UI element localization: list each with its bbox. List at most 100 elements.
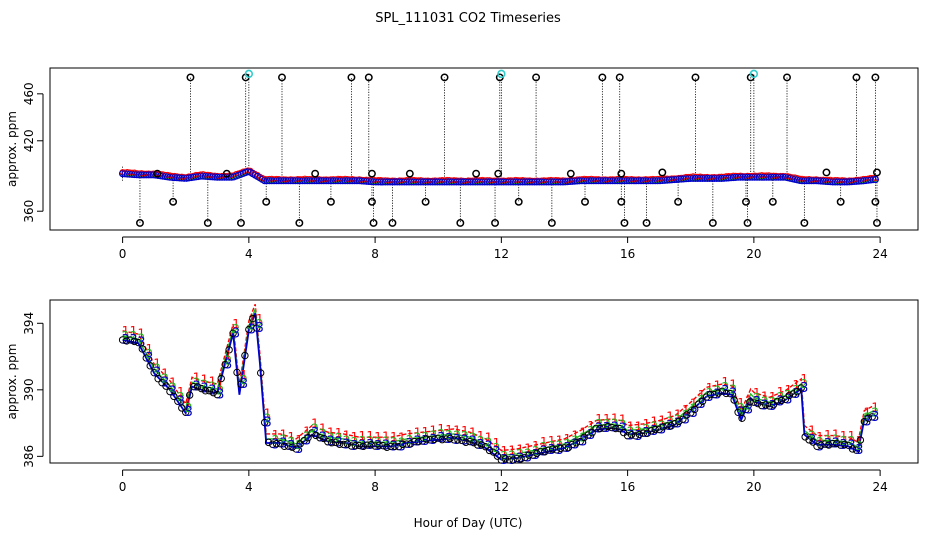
- top-series3-point: [384, 178, 392, 186]
- top-outlier-point: [620, 219, 629, 227]
- bottom-series2-marker: 2: [524, 446, 532, 460]
- bottom-series1-marker: 1: [264, 406, 272, 420]
- top-outlier-point: [367, 197, 376, 206]
- bottom-y-axis-label: approx. ppm: [5, 344, 19, 420]
- bottom-point-marker: [351, 442, 360, 450]
- bottom-series3-marker: 3: [216, 388, 224, 403]
- top-flagged-point: [497, 69, 506, 79]
- bottom-point-marker: [387, 442, 395, 451]
- bottom-series1-marker: 1: [777, 385, 785, 399]
- bottom-point-marker: [233, 368, 241, 377]
- bottom-series2-marker: 2: [216, 383, 224, 397]
- bottom-point-marker: [304, 434, 312, 442]
- bottom-series2-marker: 2: [295, 438, 303, 452]
- top-outlier-point: [547, 219, 556, 227]
- bottom-point-marker: [130, 337, 139, 346]
- bottom-point-marker: [308, 429, 316, 437]
- bottom-series3-marker: 3: [840, 438, 848, 453]
- bottom-series3-marker: 3: [145, 351, 153, 366]
- bottom-point-marker: [430, 435, 438, 444]
- bottom-point-marker: [726, 389, 734, 398]
- bottom-series1-marker: 1: [469, 425, 477, 439]
- bottom-series1-marker: 1: [216, 378, 224, 392]
- bottom-series1-marker: 1: [658, 413, 666, 427]
- bottom-series1-marker: 1: [153, 357, 161, 371]
- bottom-series3-marker: 3: [571, 437, 579, 452]
- bottom-series1-marker: 1: [611, 411, 619, 425]
- bottom-point-marker: [268, 440, 277, 448]
- bottom-series3-marker: 3: [871, 410, 879, 425]
- bottom-point-marker: [363, 441, 371, 449]
- bottom-series3-marker: 3: [824, 437, 832, 452]
- bottom-series2-marker: 2: [508, 449, 516, 463]
- bottom-point-marker: [399, 440, 407, 449]
- top-outlier-point: [708, 219, 717, 227]
- bottom-point-marker: [600, 424, 608, 432]
- bottom-series3-marker: 3: [406, 437, 414, 452]
- bottom-series3-marker: 3: [153, 366, 161, 381]
- bottom-series2-marker: 2: [264, 411, 272, 425]
- top-series3-point: [779, 173, 787, 181]
- bottom-series1-marker: 1: [714, 378, 722, 392]
- bottom-point-marker: [182, 408, 190, 416]
- bottom-point-marker: [170, 392, 178, 401]
- bottom-series3-marker: 3: [540, 444, 548, 459]
- bottom-point-marker: [663, 422, 671, 430]
- bottom-point-marker: [833, 439, 841, 448]
- bottom-point-marker: [193, 383, 202, 391]
- bottom-series2-marker: 2: [248, 318, 256, 332]
- bottom-series1-marker: 1: [501, 444, 509, 458]
- bottom-series1-marker: 1: [556, 434, 564, 448]
- bottom-point-marker: [683, 411, 691, 419]
- top-series3-point: [315, 177, 323, 185]
- top-outlier-point: [852, 73, 861, 82]
- bottom-series2-marker: 2: [311, 422, 319, 436]
- bottom-series1-marker: 1: [122, 324, 130, 338]
- bottom-point-marker: [836, 441, 845, 449]
- top-series3-point: [459, 178, 468, 186]
- top-outlier-point: [743, 219, 752, 227]
- top-outlier-point: [369, 219, 378, 227]
- bottom-series3-marker: 3: [256, 321, 264, 336]
- bottom-x-tick-label: 16: [620, 480, 635, 494]
- bottom-plot-frame: [49, 299, 919, 464]
- bottom-series1-line: [122, 303, 875, 452]
- top-outlier-point: [472, 169, 481, 178]
- bottom-point-marker: [205, 387, 214, 395]
- bottom-series1-marker: 1: [374, 430, 382, 444]
- bottom-point-marker: [276, 439, 285, 448]
- bottom-series3-marker: 3: [516, 451, 524, 466]
- top-outlier-point: [514, 197, 523, 206]
- bottom-point-marker: [249, 314, 257, 323]
- bottom-series3-marker: 3: [358, 438, 366, 453]
- bottom-series3-marker: 3: [626, 429, 634, 444]
- bottom-point-marker: [391, 442, 399, 451]
- top-series3-point: [358, 177, 366, 185]
- bottom-series3-marker: 3: [248, 322, 256, 337]
- bottom-series1-marker: 1: [256, 312, 264, 326]
- bottom-point-marker: [809, 438, 817, 446]
- bottom-series1-marker: 1: [666, 410, 674, 424]
- bottom-series2-marker: 2: [729, 382, 737, 396]
- bottom-point-marker: [667, 422, 675, 430]
- top-outlier-point: [836, 197, 845, 206]
- bottom-point-marker: [647, 427, 655, 435]
- bottom-point-marker: [355, 441, 364, 450]
- bottom-point-marker: [150, 368, 158, 377]
- bottom-point-marker: [422, 435, 431, 443]
- bottom-series2-marker: 2: [682, 408, 690, 422]
- bottom-point-marker: [489, 448, 498, 456]
- top-outlier-point: [674, 197, 683, 206]
- bottom-series3-marker: 3: [421, 434, 429, 449]
- top-outlier-point: [388, 219, 397, 227]
- bottom-series3-marker: 3: [769, 399, 777, 414]
- bottom-point-marker: [608, 423, 616, 432]
- bottom-series1-marker: 1: [335, 426, 343, 440]
- bottom-series3-marker: 3: [445, 432, 453, 447]
- bottom-series3-marker: 3: [721, 384, 729, 399]
- bottom-series1-marker: 1: [280, 428, 288, 442]
- bottom-point-marker: [856, 436, 865, 444]
- bottom-series1-marker: 1: [635, 420, 643, 434]
- bottom-point-marker: [825, 441, 833, 449]
- bottom-point-marker: [659, 423, 667, 431]
